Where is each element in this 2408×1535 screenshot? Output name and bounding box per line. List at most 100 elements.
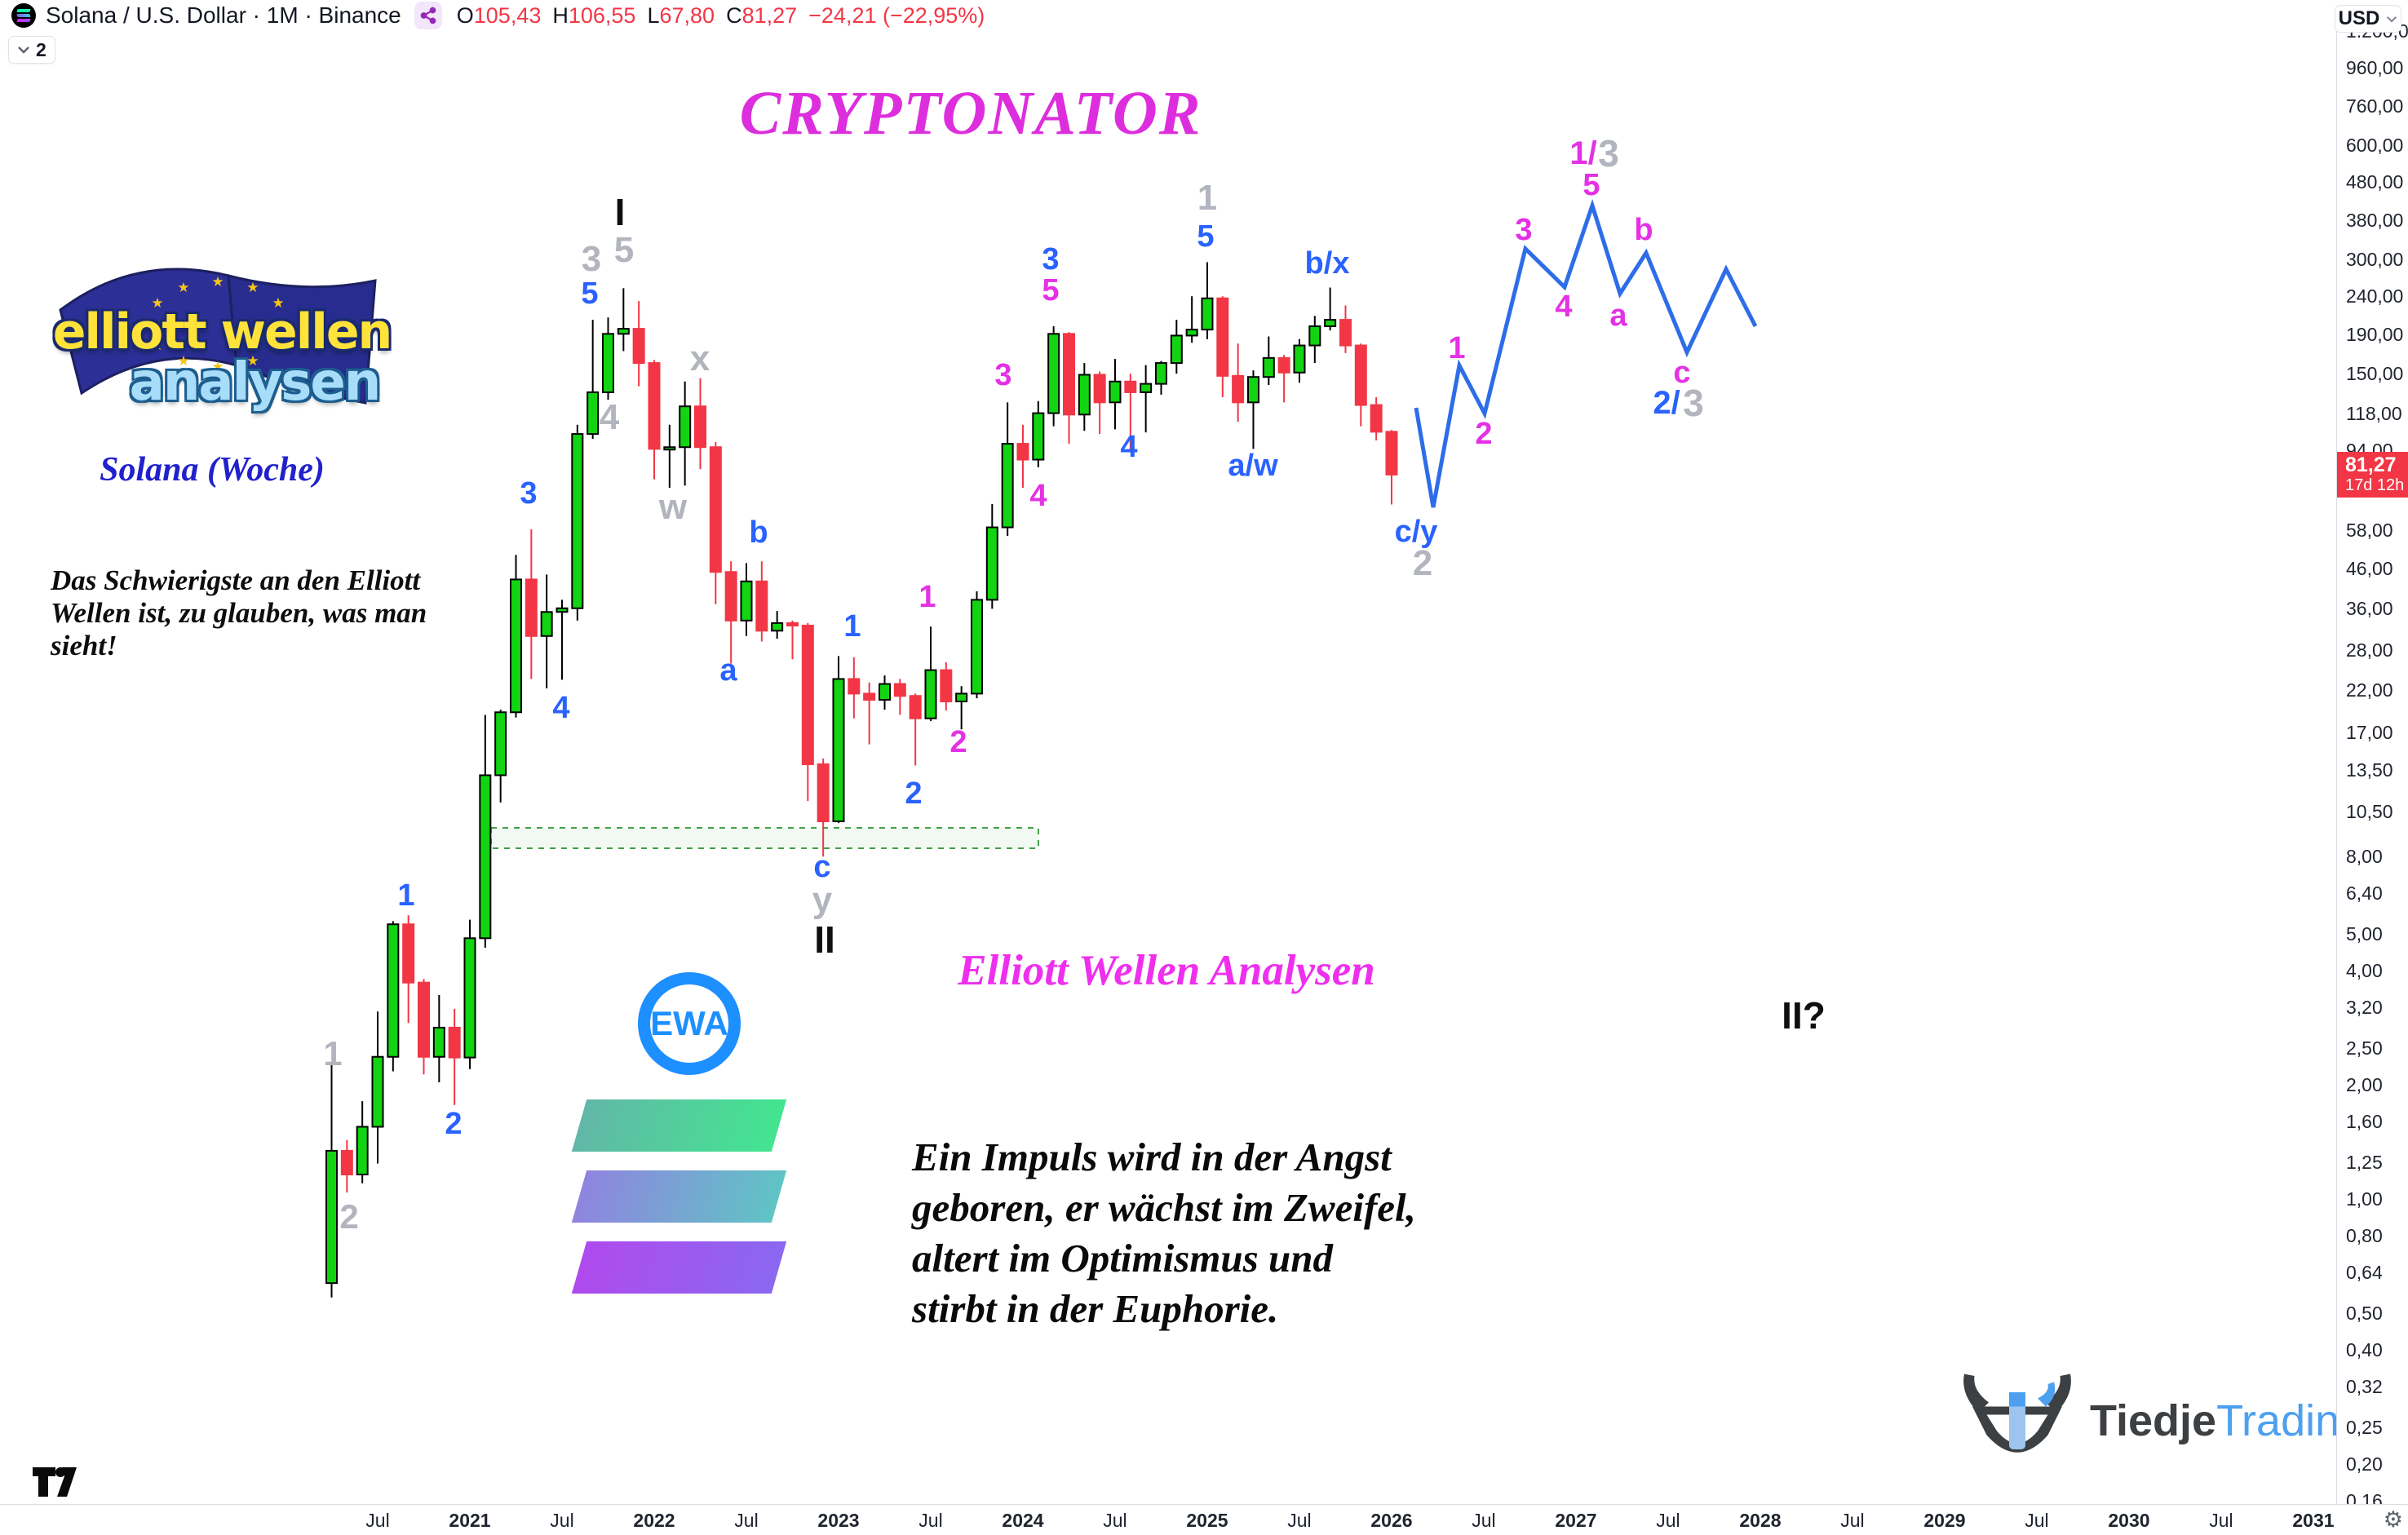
price-axis-label: 46,00 — [2346, 557, 2393, 579]
candle-body — [878, 683, 891, 701]
candle-body — [571, 433, 584, 609]
candle-body — [1154, 362, 1167, 385]
candle-body — [1185, 329, 1198, 337]
time-axis-label: Jul — [1840, 1510, 1865, 1531]
price-axis-label: 380,00 — [2346, 210, 2404, 232]
candle-body — [817, 763, 830, 823]
indicator-collapse-chip[interactable]: 2 — [8, 36, 55, 64]
candle-body — [1032, 412, 1045, 461]
price-axis-label: 4,00 — [2346, 960, 2383, 982]
candle-body — [1078, 374, 1091, 416]
price-axis-label: 6,40 — [2346, 883, 2383, 905]
axis-settings-gear-icon[interactable]: ⚙ — [2383, 1507, 2403, 1532]
candle-body — [1001, 443, 1014, 529]
candle-body — [556, 607, 569, 613]
candle-body — [494, 711, 507, 776]
candle-body — [356, 1126, 369, 1176]
candle-body — [340, 1149, 353, 1176]
price-axis-label: 10,50 — [2346, 801, 2393, 823]
price-axis-label: 960,00 — [2346, 57, 2404, 79]
solana-coin-icon — [11, 3, 36, 28]
price-axis-label: 58,00 — [2346, 520, 2393, 541]
candle-body — [832, 678, 845, 823]
candle-body — [1354, 344, 1367, 406]
candle-body — [848, 678, 861, 695]
time-axis-label: 2027 — [1555, 1510, 1597, 1531]
price-axis-label: 240,00 — [2346, 285, 2404, 307]
time-axis-label: Jul — [1472, 1510, 1496, 1531]
candle-body — [1109, 380, 1122, 404]
ewa-badge-text: EWA — [650, 1004, 728, 1042]
candle-body — [402, 923, 415, 984]
candle-body — [755, 580, 768, 632]
last-price-tag: 81,27 17d 12h — [2337, 451, 2408, 498]
indicator-count: 2 — [36, 38, 46, 60]
candle-body — [893, 683, 906, 697]
currency-selector[interactable]: USD — [2335, 5, 2401, 33]
svg-text:★: ★ — [142, 316, 154, 333]
price-axis-label: 1,25 — [2346, 1151, 2383, 1173]
price-axis-label: 0,25 — [2346, 1416, 2383, 1438]
candle-body — [371, 1055, 384, 1128]
time-axis-label: 2028 — [1739, 1510, 1782, 1531]
candle-body — [525, 578, 538, 637]
price-axis-label: 28,00 — [2346, 639, 2393, 661]
price-axis-label: 190,00 — [2346, 324, 2404, 346]
time-axis-label: 2026 — [1370, 1510, 1413, 1531]
candle-body — [325, 1149, 339, 1285]
symbol-title[interactable]: Solana / U.S. Dollar · 1M · Binance — [46, 2, 401, 28]
price-axis-label: 8,00 — [2346, 846, 2383, 868]
candle-body — [679, 405, 692, 449]
candle-body — [601, 333, 614, 393]
candle-body — [540, 611, 553, 637]
candle-body — [1339, 319, 1352, 347]
candle-body — [709, 446, 722, 573]
candle-body — [1016, 443, 1029, 461]
time-axis-label: 2024 — [1002, 1510, 1044, 1531]
bar-countdown: 17d 12h — [2345, 476, 2405, 495]
price-axis-label: 150,00 — [2346, 363, 2404, 385]
time-axis-label: 2030 — [2108, 1510, 2150, 1531]
candle-body — [1232, 374, 1245, 404]
price-axis-label: 17,00 — [2346, 721, 2393, 743]
tradingview-logo[interactable] — [31, 1464, 82, 1504]
price-axis-label: 0,20 — [2346, 1453, 2383, 1475]
candle-body — [463, 937, 476, 1059]
price-axis-label: 118,00 — [2346, 402, 2402, 424]
candle-body — [771, 622, 784, 632]
price-axis-label: 2,50 — [2346, 1037, 2383, 1059]
svg-text:★: ★ — [177, 353, 189, 369]
price-axis[interactable]: 81,27 17d 12h 1.200,00960,00760,00600,00… — [2336, 0, 2408, 1511]
time-axis-label: Jul — [2025, 1510, 2049, 1531]
share-button[interactable] — [414, 2, 442, 29]
candle-body — [786, 622, 799, 626]
svg-text:★: ★ — [211, 274, 224, 290]
svg-text:★: ★ — [211, 359, 224, 375]
quote-center: Ein Impuls wird in der Angst geboren, er… — [912, 1135, 1416, 1331]
candlestick-chart[interactable] — [0, 0, 2337, 1505]
time-axis[interactable]: Jul 2021 Jul 2022 Jul 2023 Jul 2024 Jul 2025 Jul 20… — [0, 1504, 2408, 1535]
price-axis-label: 36,00 — [2346, 598, 2393, 620]
svg-text:★: ★ — [151, 295, 163, 312]
svg-text:★: ★ — [151, 338, 163, 354]
candle-body — [632, 328, 645, 365]
chart-subtitle: Solana (Woche) — [100, 451, 325, 489]
candle-body — [1140, 383, 1153, 393]
candle-body — [479, 774, 492, 940]
svg-text:★: ★ — [272, 295, 284, 312]
chevron-down-icon — [18, 46, 29, 54]
time-axis-label: 2025 — [1186, 1510, 1228, 1531]
elliott-projection-line — [1414, 198, 1758, 508]
ewa-badge: EWA — [638, 972, 741, 1075]
time-axis-label: Jul — [1103, 1510, 1127, 1531]
time-axis-label: 2021 — [449, 1510, 491, 1531]
time-axis-label: 2029 — [1923, 1510, 1966, 1531]
candle-body — [617, 328, 630, 335]
candle-body — [1308, 325, 1321, 347]
svg-text:★: ★ — [177, 280, 189, 296]
time-axis-label: Jul — [1656, 1510, 1680, 1531]
candle-body — [448, 1026, 461, 1059]
price-axis-label: 0,50 — [2346, 1302, 2383, 1324]
currency-label: USD — [2338, 7, 2380, 29]
logo-text-line2: analysen — [129, 352, 382, 413]
